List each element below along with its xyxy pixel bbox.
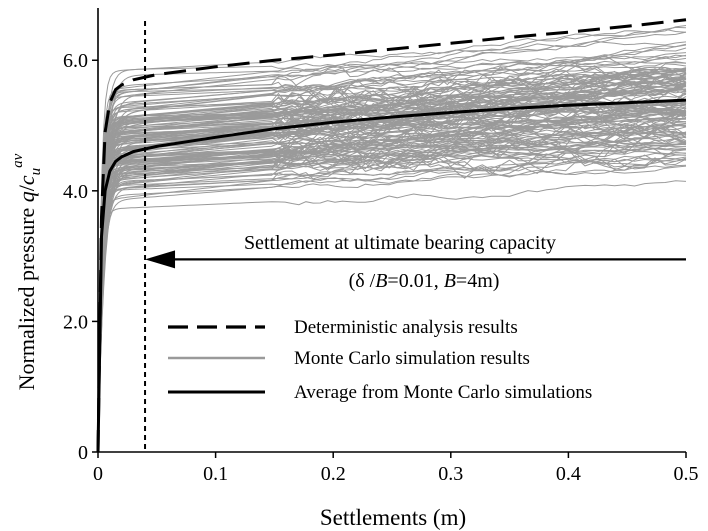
legend-label-deterministic: Deterministic analysis results [294, 317, 518, 338]
x-tick-label: 0 [93, 463, 103, 485]
monte-carlo-curve [97, 84, 687, 453]
monte-carlo-curve [97, 119, 687, 453]
x-tick-label: 0.2 [321, 463, 346, 485]
monte-carlo-curve [97, 165, 687, 453]
legend-label-average: Average from Monte Carlo simulations [294, 382, 592, 403]
monte-carlo-curve [97, 180, 687, 453]
axes: 0 0.1 0.2 0.3 0.4 0.5 0 2.0 4.0 6.0 [63, 8, 699, 485]
monte-carlo-curve [97, 134, 687, 453]
monte-carlo-curve [97, 156, 687, 453]
monte-carlo-curve [97, 54, 687, 453]
monte-carlo-curve [97, 26, 687, 453]
monte-carlo-curve [97, 126, 687, 453]
monte-carlo-curve [97, 145, 686, 453]
monte-carlo-curve [97, 155, 687, 453]
annotation-arrow-head [145, 250, 176, 269]
monte-carlo-curve [97, 140, 687, 453]
legend: Deterministic analysis results Monte Car… [168, 317, 592, 403]
y-tick-label: 2.0 [63, 311, 88, 333]
annotation-line2: (δ /B=0.01, B=4m) [349, 270, 500, 292]
y-tick-label: 0 [78, 442, 88, 464]
monte-carlo-curve [97, 164, 687, 453]
monte-carlo-curve [97, 89, 687, 453]
monte-carlo-curve [97, 146, 687, 453]
x-tick-label: 0.4 [556, 463, 581, 485]
legend-label-monte-carlo: Monte Carlo simulation results [294, 348, 530, 369]
monte-carlo-curve [97, 158, 687, 453]
annotation: Settlement at ultimate bearing capacity … [144, 21, 686, 452]
deterministic-curve [96, 18, 687, 453]
monte-carlo-curve [97, 60, 687, 453]
monte-carlo-curve [97, 151, 687, 453]
monte-carlo-curves [97, 25, 687, 453]
monte-carlo-curve [97, 62, 687, 453]
annotation-line1: Settlement at ultimate bearing capacity [244, 232, 556, 254]
monte-carlo-curve [97, 129, 687, 453]
monte-carlo-curve [97, 135, 687, 453]
monte-carlo-curve [97, 55, 687, 453]
x-tick-label: 0.5 [674, 463, 699, 485]
monte-carlo-curve [97, 141, 687, 453]
x-tick-label: 0.1 [203, 463, 228, 485]
y-ticks: 0 2.0 4.0 6.0 [63, 50, 98, 464]
y-axis-label: Normalized pressure q/cuav [10, 153, 44, 390]
monte-carlo-curve [97, 82, 687, 453]
monte-carlo-curve [97, 146, 687, 453]
monte-carlo-curve [97, 141, 687, 453]
monte-carlo-curve [97, 44, 687, 453]
monte-carlo-curve [97, 157, 687, 453]
average-curve [96, 98, 687, 453]
x-ticks: 0 0.1 0.2 0.3 0.4 0.5 [93, 452, 699, 485]
monte-carlo-curve [97, 142, 687, 453]
monte-carlo-curve [97, 90, 687, 453]
monte-carlo-curve [97, 150, 687, 453]
x-axis-label: Settlements (m) [320, 505, 466, 530]
y-tick-label: 6.0 [63, 50, 88, 72]
monte-carlo-curve [97, 71, 687, 453]
y-tick-label: 4.0 [63, 181, 88, 203]
monte-carlo-curve [97, 67, 687, 453]
monte-carlo-curve [97, 74, 687, 453]
monte-carlo-curve [97, 31, 687, 453]
monte-carlo-curve [97, 65, 687, 453]
monte-carlo-curve [97, 131, 687, 453]
x-tick-label: 0.3 [438, 463, 463, 485]
monte-carlo-curve [97, 141, 687, 453]
monte-carlo-curve [97, 152, 687, 453]
main-series [96, 18, 687, 453]
monte-carlo-curve [97, 132, 687, 453]
monte-carlo-curve [97, 83, 687, 453]
monte-carlo-curve [97, 142, 687, 453]
monte-carlo-curve [97, 108, 687, 453]
monte-carlo-curve [97, 109, 687, 453]
monte-carlo-curve [97, 67, 687, 453]
